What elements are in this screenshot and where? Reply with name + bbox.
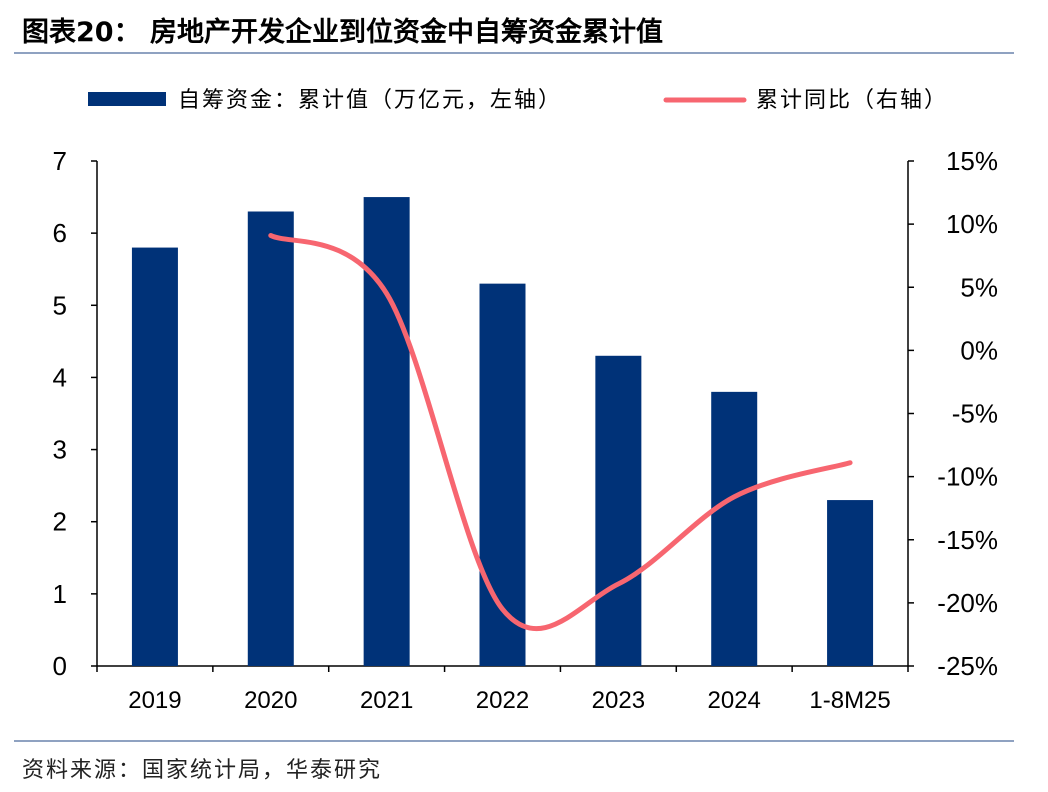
bar — [711, 391, 758, 666]
y-right-tick-label: 0% — [960, 335, 998, 365]
y-right-tick-label: -5% — [952, 399, 998, 429]
legend-bar-label: 自筹资金：累计值（万亿元，左轴） — [178, 87, 562, 112]
yoy-line — [268, 232, 853, 632]
bar — [247, 211, 294, 666]
y-right-tick-label: -20% — [937, 588, 998, 618]
y-right-tick-label: -25% — [937, 651, 998, 681]
bar — [595, 355, 642, 666]
y-right-tick-label: -15% — [937, 525, 998, 555]
x-tick-label: 2022 — [476, 687, 529, 714]
bar — [131, 247, 178, 667]
y-left-tick-label: 0 — [53, 651, 67, 681]
legend: 自筹资金：累计值（万亿元，左轴） 累计同比（右轴） — [88, 87, 948, 112]
title-divider — [14, 52, 1014, 54]
x-tick-label: 2020 — [244, 687, 297, 714]
x-tick-label: 2021 — [360, 687, 413, 714]
y-right-tick-label: 10% — [946, 209, 998, 239]
y-left-tick-label: 6 — [53, 218, 67, 248]
legend-bar-swatch — [88, 92, 166, 106]
y-right-tick-label: 5% — [960, 272, 998, 302]
bar — [827, 500, 874, 666]
bar — [363, 197, 410, 667]
y-left-tick-label: 7 — [53, 146, 67, 176]
y-left-tick-label: 4 — [53, 362, 67, 392]
legend-line-label: 累计同比（右轴） — [756, 87, 948, 112]
chart: 自筹资金：累计值（万亿元，左轴） 累计同比（右轴） 0 1 2 3 4 5 6 7 15% 10%… — [53, 87, 998, 714]
y-right-tick-label: 15% — [946, 146, 998, 176]
y-left-tick-label: 3 — [53, 435, 67, 465]
source-note: 资料来源：国家统计局，华泰研究 — [22, 758, 383, 783]
y-left-tick-label: 1 — [53, 579, 67, 609]
bar-series — [131, 197, 874, 667]
x-tick-label: 2019 — [128, 687, 181, 714]
x-tick-label: 2024 — [708, 687, 761, 714]
y-right-tick-label: -10% — [937, 462, 998, 492]
x-tick-label: 2023 — [592, 687, 645, 714]
y-left-tick-label: 2 — [53, 507, 67, 537]
x-tick-label: 1-8M25 — [809, 687, 890, 714]
axes: 0 1 2 3 4 5 6 7 15% 10% 5% 0% -5% -10% -15% -20% -25% — [53, 146, 998, 681]
x-axis-labels: 2019 2020 2021 2022 2023 2024 1-8M25 — [128, 687, 891, 714]
y-left-tick-label: 5 — [53, 290, 67, 320]
chart-title: 图表20： 房地产开发企业到位资金中自筹资金累计值 — [22, 17, 663, 48]
footer-divider — [14, 740, 1014, 742]
bar — [479, 283, 526, 666]
